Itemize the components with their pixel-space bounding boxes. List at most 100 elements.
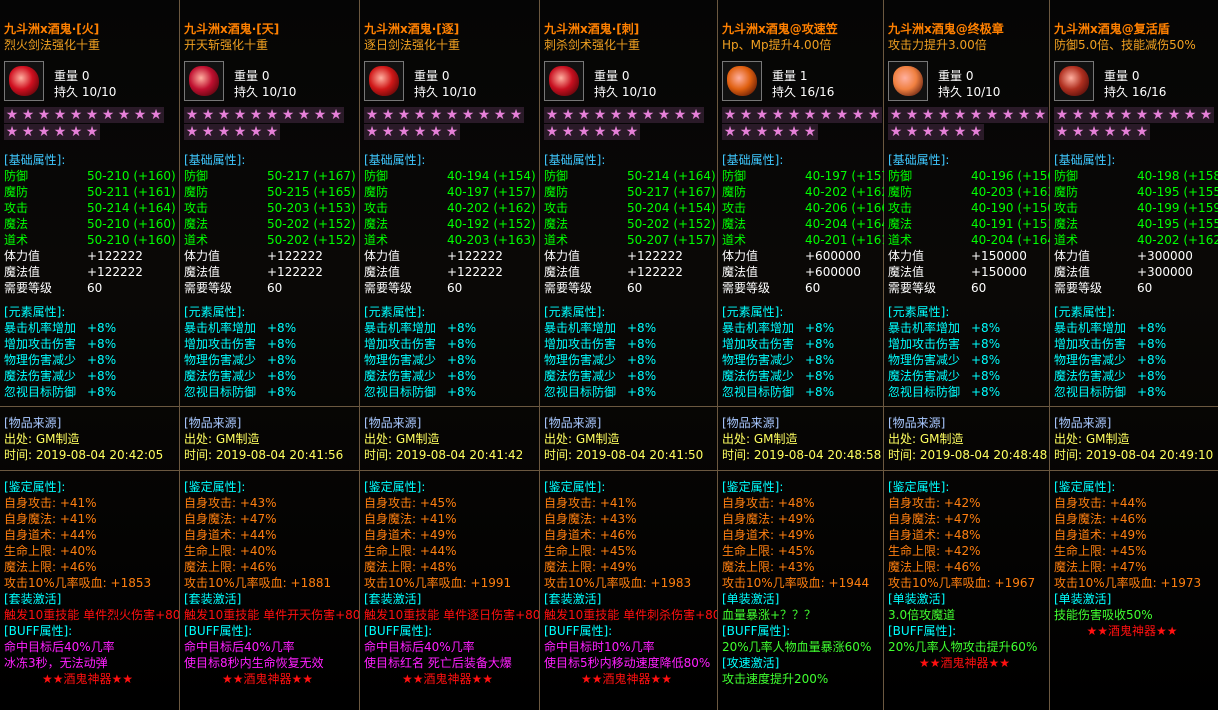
base-attribute-row: 攻击 40-206 (+166) (722, 200, 894, 216)
element-value: +8% (805, 353, 835, 367)
element-attribute-row: 忽视目标防御 +8% (4, 384, 179, 400)
item-source: [物品来源] 出处: GM制造 时间: 2019-08-04 20:48:48 (888, 415, 1047, 463)
identify-label: 自身魔法: (364, 512, 420, 526)
base-attribute-row: 魔防 50-211 (+161) (4, 184, 179, 200)
identify-row: 生命上限: +45% (722, 543, 883, 559)
element-attribute-row: 增加攻击伤害 +8% (184, 336, 359, 352)
divider (360, 406, 539, 407)
set-bonus-text: 触发10重技能 单件开天伤害+80% (184, 608, 359, 622)
star-icon: ★ (36, 107, 52, 123)
star-icon: ★ (1070, 124, 1086, 140)
star-icon: ★ (100, 107, 116, 123)
star-icon: ★ (1134, 107, 1150, 123)
star-rating: ★ ★ ★ ★ ★ ★ ★ ★ ★ ★★ ★ ★ ★ ★ ★ (4, 107, 166, 141)
star-icon: ★ (492, 107, 508, 123)
bonus-text: 技能伤害吸收50% (1054, 608, 1153, 622)
star-icon: ★ (184, 124, 200, 140)
element-label: 忽视目标防御 (722, 385, 795, 399)
hp-label: 体力值 (1054, 249, 1091, 263)
flame-helmet-icon (722, 61, 762, 101)
origin-value: GM制造 (215, 432, 260, 446)
element-label: 物理伤害减少 (1054, 353, 1127, 367)
element-label: 暴击机率增加 (364, 321, 437, 335)
identify-label: 魔法上限: (1054, 560, 1110, 574)
section-header: [套装激活] (544, 592, 602, 606)
star-icon: ★ (576, 124, 592, 140)
identify-row: 自身攻击: +44% (1054, 495, 1218, 511)
identify-label: 生命上限: (888, 544, 944, 558)
item-tooltip[interactable]: 九斗洲x酒鬼·[火] 烈火剑法强化十重 重量 0 持久 10/10 ★ ★ ★ ★ ★ ★ ★ ★ ★ ★… (0, 0, 180, 710)
weight-row: 重量 0 (594, 68, 656, 84)
mp-value: +122222 (447, 265, 503, 279)
star-icon: ★ (688, 107, 704, 123)
origin-label: 出处: (4, 432, 36, 446)
base-attributes: [基础属性]: 防御 50-214 (+164) 魔防 50-217 (+167) 攻击 5… (544, 152, 717, 296)
attribute-label: 魔防 (722, 185, 747, 199)
durability-label: 持久 (772, 85, 797, 99)
time-row: 时间: 2019-08-04 20:49:10 (1054, 447, 1213, 463)
flame-medal-icon (888, 61, 928, 101)
durability-value: 10/10 (81, 85, 117, 99)
item-tooltip[interactable]: 九斗洲x酒鬼·[刺] 刺杀剑术强化十重 重量 0 持久 10/10 ★ ★ ★ ★ ★ ★ ★ ★ ★ ★… (540, 0, 718, 710)
section-header: [BUFF属性]: (722, 624, 791, 638)
item-tooltip[interactable]: 九斗洲x酒鬼·[天] 开天斩强化十重 重量 0 持久 10/10 ★ ★ ★ ★ ★ ★ ★ ★ ★ ★★… (180, 0, 360, 710)
element-attribute-row: 增加攻击伤害 +8% (364, 336, 539, 352)
item-source: [物品来源] 出处: GM制造 时间: 2019-08-04 20:48:58 (722, 415, 881, 463)
element-label: 暴击机率增加 (544, 321, 617, 335)
attribute-value: 40-192 (+152) (447, 217, 536, 231)
item-tooltip[interactable]: 九斗洲x酒鬼@攻速笠 Hp、Mp提升4.00倍 重量 1 持久 16/16 ★ ★ ★ ★ ★ ★… (718, 0, 894, 710)
star-icon: ★ (280, 107, 296, 123)
origin-value: GM制造 (919, 432, 964, 446)
element-attribute-row: 物理伤害减少 +8% (184, 352, 359, 368)
identify-label: 自身攻击: (544, 496, 600, 510)
red-gem-icon (184, 61, 224, 101)
identify-label: 自身魔法: (1054, 512, 1110, 526)
identify-label: 自身道术: (1054, 528, 1110, 542)
star-icon: ★ (428, 124, 444, 140)
identify-value: +46% (1109, 512, 1147, 526)
element-value: +8% (267, 321, 297, 335)
attribute-label: 攻击 (722, 201, 747, 215)
item-source: [物品来源] 出处: GM制造 时间: 2019-08-04 20:49:10 (1054, 415, 1213, 463)
identify-row: 攻击10%几率吸血: +1967 (888, 575, 1049, 591)
element-attribute-row: 魔法伤害减少 +8% (364, 368, 539, 384)
star-icon: ★ (412, 107, 428, 123)
element-attribute-row: 忽视目标防御 +8% (544, 384, 717, 400)
mp-value: +122222 (87, 265, 143, 279)
attribute-label: 防御 (364, 169, 389, 183)
identify-row: 攻击10%几率吸血: +1991 (364, 575, 539, 591)
item-tooltip[interactable]: 九斗洲x酒鬼·[逐] 逐日剑法强化十重 重量 0 持久 10/10 ★ ★ ★ ★ ★ ★ ★ ★ ★ ★… (360, 0, 540, 710)
origin-row: 出处: GM制造 (4, 431, 163, 447)
attribute-value: 50-211 (+161) (87, 185, 176, 199)
set-bonus-text: 触发10重技能 单件刺杀伤害+80% (544, 608, 717, 622)
hp-label: 体力值 (364, 249, 401, 263)
identify-label: 自身攻击: (722, 496, 778, 510)
attribute-label: 魔法 (4, 217, 29, 231)
time-value: 2019-08-04 20:48:58 (753, 448, 882, 462)
item-tooltip[interactable]: 九斗洲x酒鬼@终极章 攻击力提升3.00倍 重量 0 持久 10/10 ★ ★ ★ ★ ★ ★ ★ ★… (884, 0, 1060, 710)
base-attribute-row: 道术 40-204 (+164) (888, 232, 1060, 248)
element-attribute-row: 魔法伤害减少 +8% (1054, 368, 1218, 384)
attribute-label: 魔防 (1054, 185, 1079, 199)
identify-row: 魔法上限: +48% (364, 559, 539, 575)
time-label: 时间: (722, 448, 754, 462)
level-row: 需要等级 60 (364, 280, 539, 296)
element-value: +8% (447, 369, 477, 383)
attribute-value: 50-217 (+167) (267, 169, 356, 183)
hp-row: 体力值 +150000 (888, 248, 1049, 264)
weight-row: 重量 0 (1104, 68, 1166, 84)
element-attributes: [元素属性]: 暴击机率增加 +8% 增加攻击伤害 +8% 物理伤害减少 +8% 魔法伤害减少… (4, 304, 179, 400)
base-attribute-row: 攻击 50-204 (+154) (544, 200, 717, 216)
star-icon: ★ (1150, 107, 1166, 123)
element-value: +8% (267, 369, 297, 383)
star-icon: ★ (364, 124, 380, 140)
item-tooltip[interactable]: 九斗洲x酒鬼@复活盾 防御5.0倍、技能减伤50% 重量 0 持久 16/16 ★ ★ ★ ★… (1050, 0, 1218, 710)
element-value: +8% (1137, 369, 1167, 383)
star-icon: ★ (200, 124, 216, 140)
divider (180, 406, 359, 407)
weight-row: 重量 0 (54, 68, 116, 84)
element-attribute-row: 暴击机率增加 +8% (1054, 320, 1218, 336)
element-attribute-row: 增加攻击伤害 +8% (1054, 336, 1218, 352)
attribute-value: 40-190 (+150) (971, 201, 1060, 215)
element-label: 魔法伤害减少 (888, 369, 961, 383)
